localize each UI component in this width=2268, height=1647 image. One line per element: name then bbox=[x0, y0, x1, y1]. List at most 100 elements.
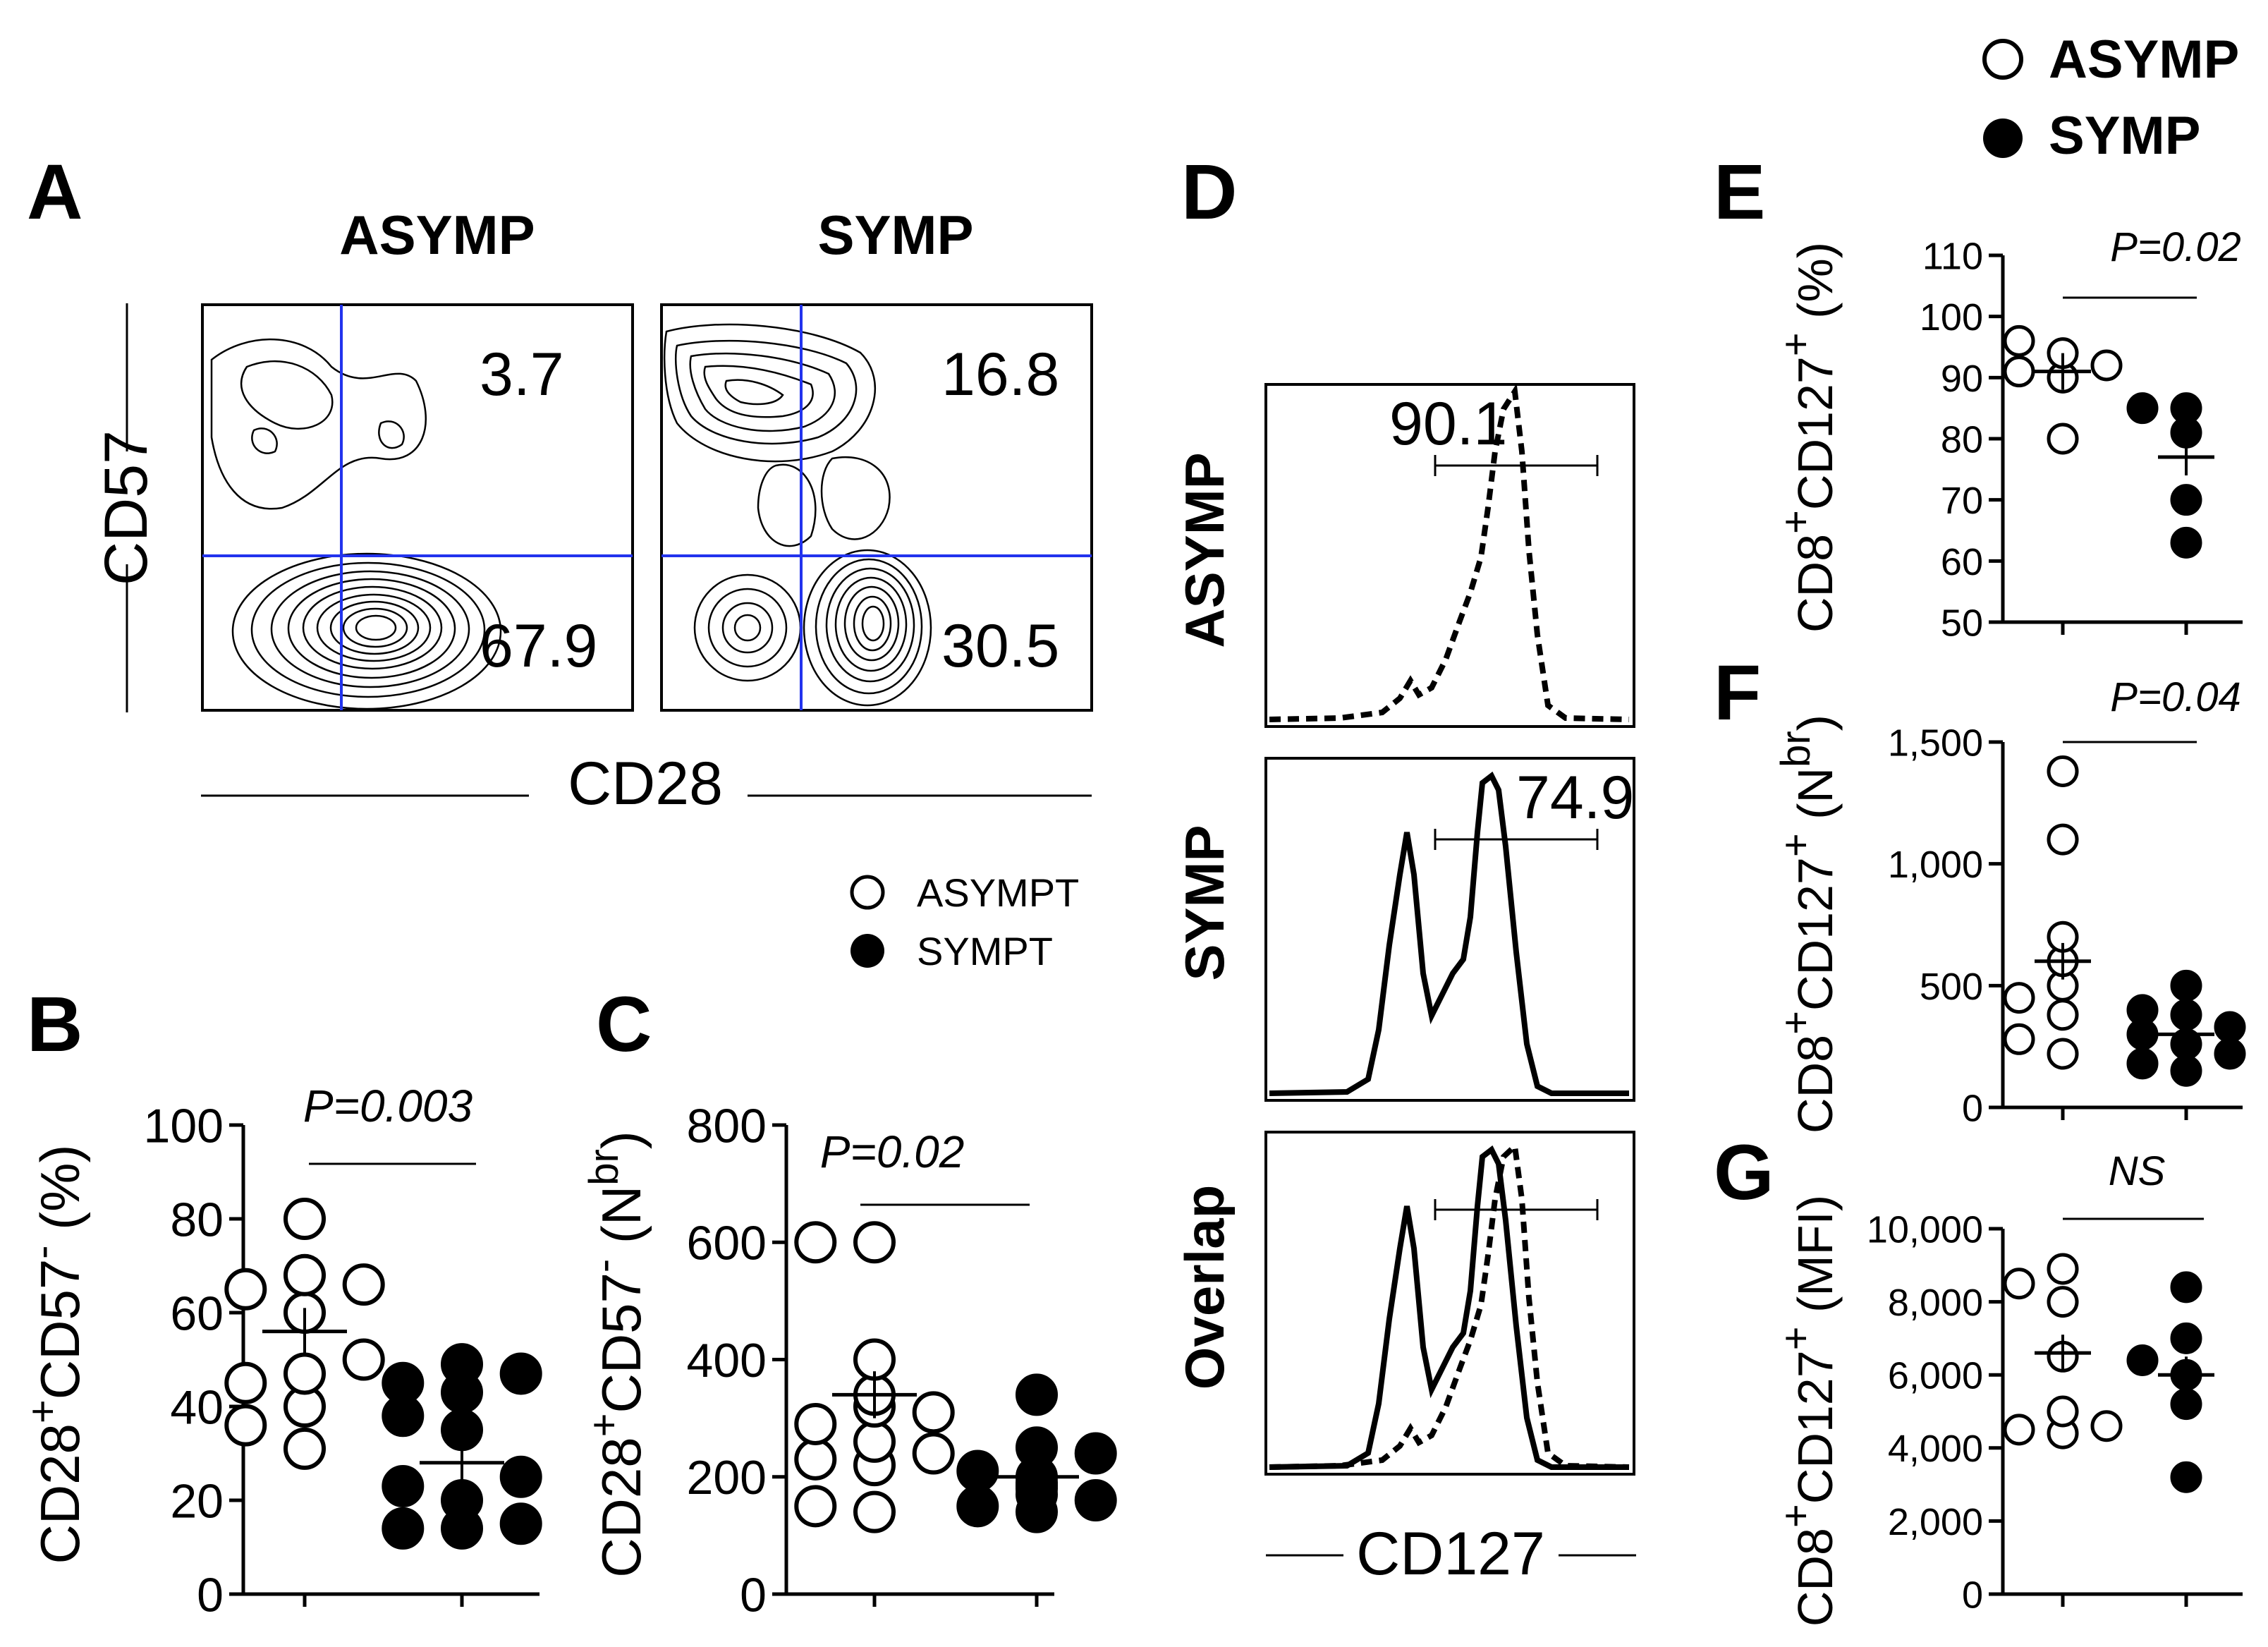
y-axis-label: CD28+CD57- (%) bbox=[20, 1144, 92, 1564]
panel-letter-c: C bbox=[596, 981, 652, 1068]
filled-data-point bbox=[2170, 1461, 2202, 1493]
panel-letter-e: E bbox=[1714, 149, 1765, 236]
y-tick-label: 60 bbox=[1941, 541, 1983, 583]
histogram-asymp: 90.1 bbox=[1264, 383, 1635, 728]
filled-data-point bbox=[2214, 1011, 2246, 1043]
asymp-gate-value: 90.1 bbox=[1389, 390, 1507, 458]
y-tick-label: 8,000 bbox=[1888, 1282, 1983, 1324]
open-data-point bbox=[284, 1352, 326, 1395]
filled-data-point bbox=[2170, 484, 2202, 516]
y-tick-label: 6,000 bbox=[1888, 1355, 1983, 1397]
y-tick-label: 500 bbox=[1920, 966, 1983, 1008]
panel-a-col-symp: SYMP bbox=[817, 204, 973, 266]
open-data-point bbox=[224, 1361, 267, 1404]
dot-plot-e: 50 60 70 80 90 100 110 CD8+CD127+ (%) P=0.02 bbox=[1773, 224, 2243, 644]
y-axis-label: CD8+CD127+ (MFI) bbox=[1773, 1195, 1843, 1627]
filled-data-point bbox=[2170, 1388, 2202, 1421]
open-data-point bbox=[284, 1253, 326, 1296]
legend-open-label: ASYMP bbox=[2049, 30, 2239, 90]
open-data-point bbox=[2047, 999, 2079, 1031]
open-data-point bbox=[853, 1490, 896, 1533]
contour-plot-symp: 16.8 30.5 bbox=[660, 303, 1093, 712]
open-data-point bbox=[2047, 1286, 2079, 1318]
filled-data-point bbox=[2170, 1055, 2202, 1087]
filled-data-point bbox=[2170, 1271, 2202, 1303]
open-data-point bbox=[2047, 1038, 2079, 1070]
open-data-point bbox=[794, 1221, 837, 1264]
filled-data-point bbox=[2170, 526, 2202, 559]
open-data-point bbox=[2003, 355, 2035, 388]
open-data-point bbox=[2047, 423, 2079, 455]
y-tick-label: 50 bbox=[1941, 602, 1983, 644]
panel-letter-f: F bbox=[1714, 650, 1761, 736]
y-tick-label: 4,000 bbox=[1888, 1428, 1983, 1470]
open-data-point bbox=[853, 1420, 896, 1463]
symp-lower-right-value: 30.5 bbox=[941, 612, 1059, 680]
panel-d-row-asymp: ASYMP bbox=[1173, 452, 1236, 648]
legend-top: ASYMP SYMP bbox=[1982, 30, 2239, 166]
y-tick-label: 10,000 bbox=[1867, 1208, 1983, 1251]
y-axis-label: CD8+CD127+ (%) bbox=[1773, 242, 1843, 633]
y-tick-label: 80 bbox=[170, 1193, 224, 1246]
open-data-point bbox=[2003, 1023, 2035, 1055]
p-value: P=0.003 bbox=[303, 1081, 473, 1131]
panel-letter-d: D bbox=[1181, 149, 1237, 236]
y-tick-label: 40 bbox=[170, 1380, 224, 1434]
asymp-lower-right-value: 67.9 bbox=[480, 612, 597, 680]
panel-a-x-axis-label: CD28 bbox=[568, 750, 723, 818]
open-data-point bbox=[2090, 349, 2123, 382]
open-data-point bbox=[2003, 1268, 2035, 1300]
open-data-point bbox=[794, 1438, 837, 1481]
filled-data-point bbox=[2170, 1322, 2202, 1354]
dot-plot-f: 0 500 1,000 1,500 CD8+CD127+ (Nbr) P=0.04 bbox=[1773, 674, 2246, 1134]
open-data-point bbox=[2003, 982, 2035, 1014]
open-data-point bbox=[224, 1404, 267, 1447]
panel-letter-a: A bbox=[27, 149, 83, 236]
y-tick-label: 90 bbox=[1941, 358, 1983, 400]
open-data-point bbox=[224, 1268, 267, 1311]
legend-mid: ASYMPT SYMPT bbox=[850, 870, 1079, 973]
p-value: P=0.04 bbox=[2110, 674, 2240, 720]
open-data-point bbox=[2003, 1414, 2035, 1446]
y-tick-label: 0 bbox=[740, 1568, 767, 1622]
filled-data-point bbox=[2126, 1047, 2159, 1080]
y-tick-label: 110 bbox=[1922, 235, 1983, 277]
open-data-point bbox=[2090, 1410, 2123, 1442]
open-data-point bbox=[342, 1338, 385, 1381]
y-tick-label: 400 bbox=[687, 1334, 767, 1387]
legend-mid-open-label: ASYMPT bbox=[917, 870, 1079, 915]
y-tick-label: 0 bbox=[1962, 1574, 1983, 1616]
p-value: NS bbox=[2109, 1148, 2166, 1194]
panel-a-col-asymp: ASYMP bbox=[339, 204, 535, 266]
filled-data-point bbox=[499, 1455, 542, 1498]
open-data-point bbox=[2003, 324, 2035, 357]
open-data-point bbox=[2047, 755, 2079, 787]
panel-d-row-overlap: Overlap bbox=[1173, 1185, 1236, 1390]
y-tick-label: 2,000 bbox=[1888, 1501, 1983, 1543]
dot-plots: 0 20 40 60 80 100 CD28+CD57- (%) P=0.003 0 200 400… bbox=[20, 224, 2246, 1627]
filled-data-point bbox=[956, 1450, 999, 1493]
dot-plot-b: 0 20 40 60 80 100 CD28+CD57- (%) P=0.003 bbox=[20, 1081, 542, 1622]
filled-data-point bbox=[499, 1502, 542, 1545]
legend-filled-marker bbox=[1983, 118, 2023, 158]
filled-data-point bbox=[382, 1465, 425, 1508]
dot-plot-c: 0 200 400 600 800 CD28+CD57- (Nbr) P=0.02 bbox=[581, 1099, 1117, 1622]
legend-open-marker bbox=[1982, 39, 2023, 80]
filled-data-point bbox=[956, 1485, 999, 1528]
panel-d-x-axis-label: CD127 bbox=[1356, 1520, 1545, 1588]
open-data-point bbox=[794, 1485, 837, 1528]
filled-data-point bbox=[1074, 1479, 1117, 1521]
open-data-point bbox=[912, 1432, 955, 1475]
y-tick-label: 80 bbox=[1941, 418, 1983, 461]
y-tick-label: 70 bbox=[1941, 480, 1983, 522]
panel-d: ASYMP SYMP Overlap 90.1 74.9 bbox=[1173, 383, 1636, 1588]
y-tick-label: 100 bbox=[1920, 296, 1983, 339]
filled-data-point bbox=[2126, 994, 2159, 1026]
y-tick-label: 600 bbox=[687, 1217, 767, 1270]
open-data-point bbox=[2047, 823, 2079, 856]
filled-data-point bbox=[1016, 1373, 1058, 1416]
open-data-point bbox=[853, 1221, 896, 1264]
filled-data-point bbox=[499, 1352, 542, 1395]
symp-upper-right-value: 16.8 bbox=[941, 341, 1059, 408]
